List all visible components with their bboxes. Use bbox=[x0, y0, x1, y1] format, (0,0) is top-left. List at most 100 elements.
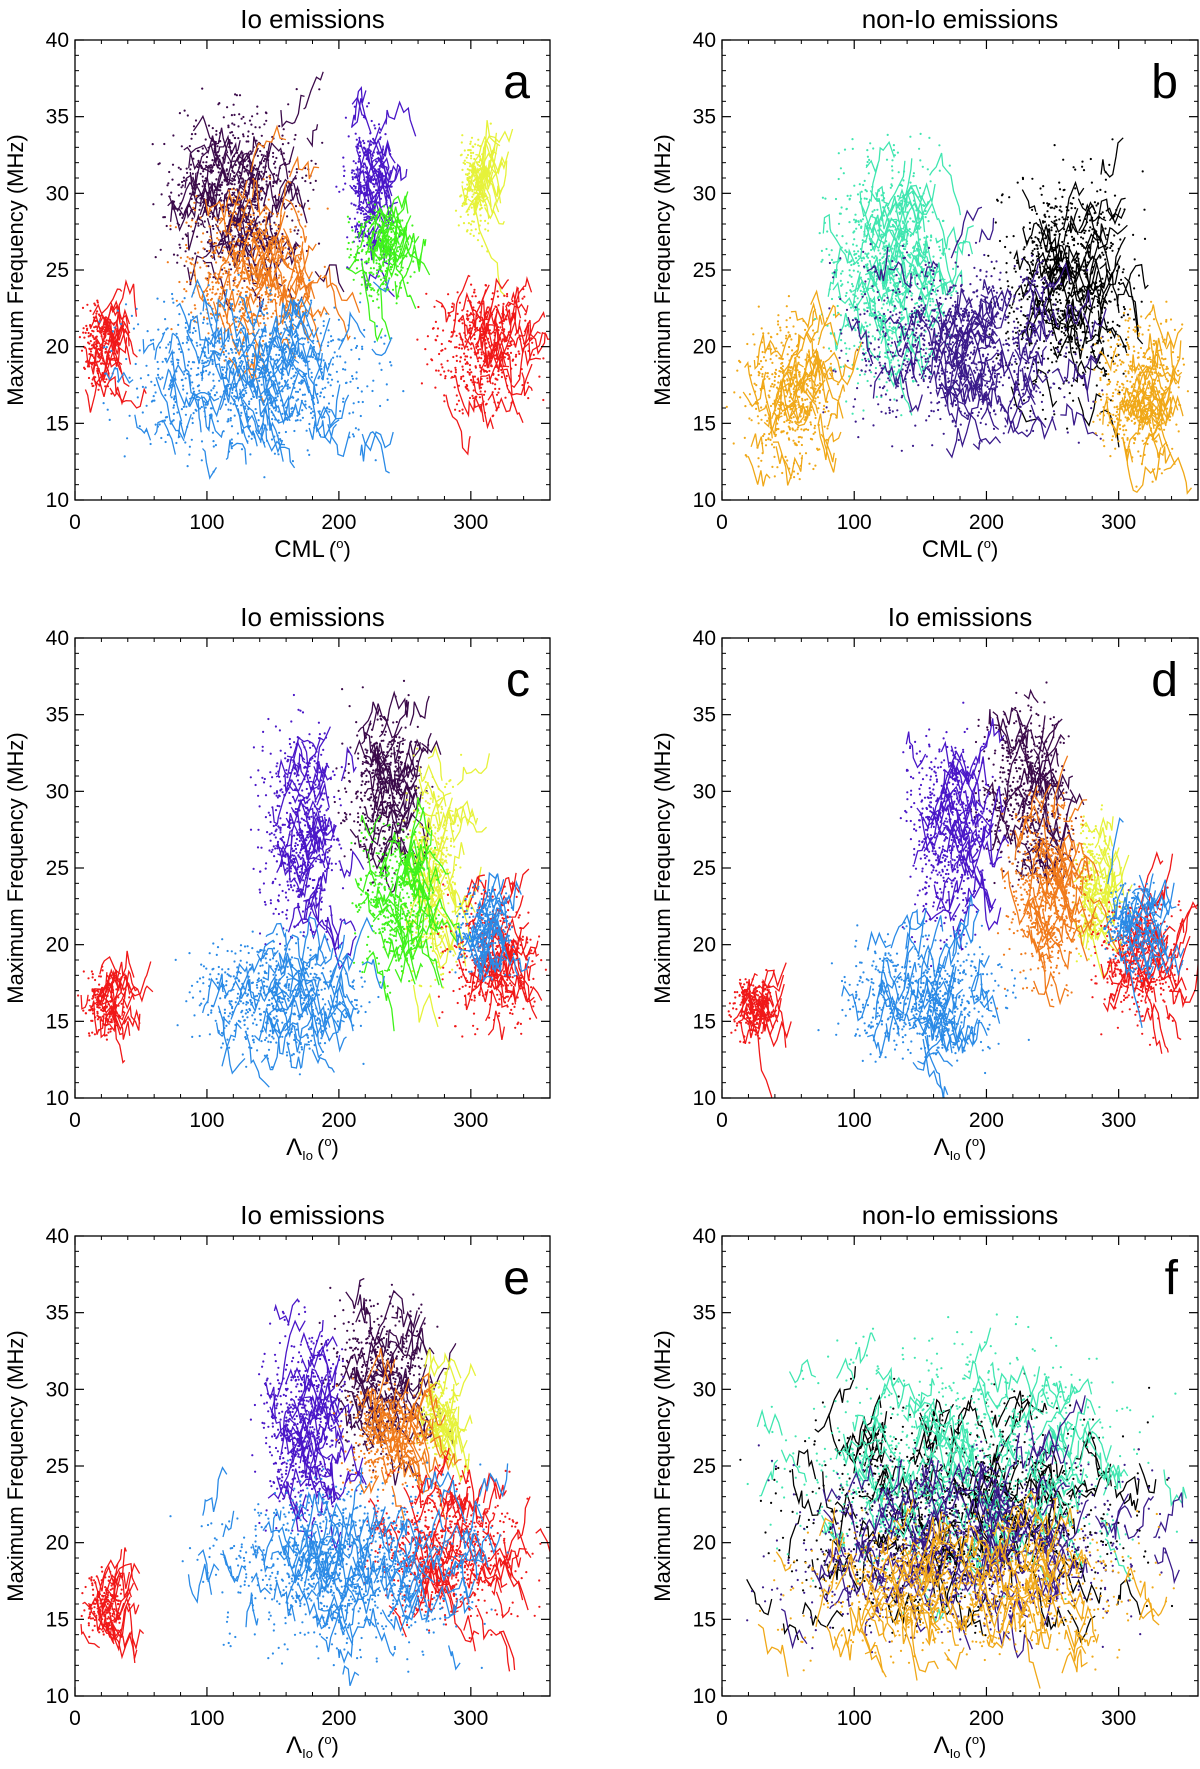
data-point bbox=[849, 289, 852, 292]
data-point bbox=[504, 396, 507, 399]
data-point bbox=[379, 151, 382, 154]
data-point bbox=[868, 158, 871, 161]
data-point bbox=[882, 364, 885, 367]
data-point bbox=[394, 273, 397, 276]
data-point bbox=[306, 324, 309, 327]
data-point bbox=[458, 301, 461, 304]
data-point bbox=[189, 271, 192, 274]
data-point bbox=[472, 145, 475, 148]
data-point bbox=[1081, 203, 1084, 206]
emission-track bbox=[487, 391, 524, 424]
emission-track bbox=[262, 180, 294, 217]
data-point bbox=[237, 290, 240, 293]
emission-track bbox=[372, 138, 396, 164]
data-point bbox=[239, 291, 243, 294]
data-point bbox=[1095, 204, 1098, 207]
data-point bbox=[890, 301, 893, 304]
data-point bbox=[358, 151, 361, 154]
data-point bbox=[259, 300, 262, 303]
data-point bbox=[203, 220, 206, 223]
data-point bbox=[496, 290, 499, 293]
data-point bbox=[510, 343, 513, 346]
data-point bbox=[843, 148, 847, 151]
data-point bbox=[214, 313, 217, 316]
data-point bbox=[237, 273, 240, 276]
data-point bbox=[1093, 201, 1096, 204]
emission-track bbox=[111, 323, 132, 365]
data-point bbox=[1051, 294, 1055, 297]
data-point bbox=[897, 359, 900, 362]
data-point bbox=[288, 170, 291, 173]
data-point bbox=[273, 195, 276, 199]
data-point bbox=[923, 259, 926, 262]
data-point bbox=[999, 287, 1002, 290]
emission-track bbox=[871, 221, 909, 246]
data-point bbox=[1055, 291, 1058, 294]
data-point bbox=[882, 303, 885, 306]
emission-track bbox=[359, 431, 394, 462]
data-point bbox=[206, 403, 209, 406]
data-point bbox=[919, 132, 922, 135]
data-point bbox=[281, 248, 285, 251]
data-point bbox=[222, 272, 225, 275]
data-point bbox=[890, 165, 894, 168]
data-point bbox=[376, 151, 379, 154]
data-point bbox=[380, 269, 383, 272]
data-point bbox=[278, 125, 281, 128]
data-point bbox=[275, 215, 279, 218]
data-point bbox=[232, 134, 235, 137]
data-point bbox=[475, 161, 478, 164]
data-point bbox=[231, 177, 234, 180]
emission-track bbox=[202, 448, 218, 480]
data-point bbox=[396, 250, 399, 253]
data-point bbox=[326, 344, 330, 347]
data-point bbox=[351, 375, 354, 378]
data-point bbox=[861, 358, 864, 361]
data-point bbox=[378, 138, 381, 141]
emission-track bbox=[510, 276, 533, 306]
data-point bbox=[471, 190, 474, 193]
data-point bbox=[175, 332, 178, 335]
data-point bbox=[242, 345, 245, 348]
data-point bbox=[373, 289, 376, 292]
data-point bbox=[185, 243, 188, 247]
data-point bbox=[206, 359, 209, 362]
emission-track bbox=[884, 336, 896, 378]
data-point bbox=[478, 160, 481, 164]
data-point bbox=[254, 226, 257, 229]
data-point bbox=[396, 265, 399, 268]
data-point bbox=[883, 294, 886, 297]
data-point bbox=[186, 114, 189, 117]
data-point bbox=[853, 184, 856, 187]
data-point bbox=[327, 381, 330, 384]
data-point bbox=[224, 349, 228, 352]
data-point bbox=[885, 158, 889, 161]
data-point bbox=[226, 106, 229, 109]
emission-track bbox=[169, 200, 196, 222]
data-point bbox=[494, 383, 497, 386]
data-point bbox=[163, 300, 166, 303]
data-point bbox=[201, 185, 204, 188]
emission-track bbox=[488, 350, 510, 383]
data-point bbox=[386, 398, 389, 401]
data-point bbox=[249, 213, 252, 216]
data-point bbox=[191, 258, 194, 261]
data-point bbox=[468, 149, 471, 152]
data-point bbox=[352, 411, 355, 414]
data-point bbox=[1006, 330, 1009, 333]
data-point bbox=[890, 359, 893, 362]
data-point bbox=[218, 167, 222, 170]
x-label-unit-open: ( bbox=[329, 537, 337, 562]
emission-track bbox=[225, 197, 259, 285]
data-point bbox=[908, 253, 912, 256]
data-point bbox=[891, 159, 894, 162]
data-point bbox=[277, 212, 280, 215]
data-point bbox=[1031, 177, 1034, 180]
data-point bbox=[426, 335, 429, 338]
data-point bbox=[917, 320, 920, 323]
data-point bbox=[260, 251, 263, 254]
data-point bbox=[201, 362, 204, 365]
data-point bbox=[939, 249, 942, 252]
data-point bbox=[914, 340, 917, 343]
data-point bbox=[177, 361, 180, 364]
